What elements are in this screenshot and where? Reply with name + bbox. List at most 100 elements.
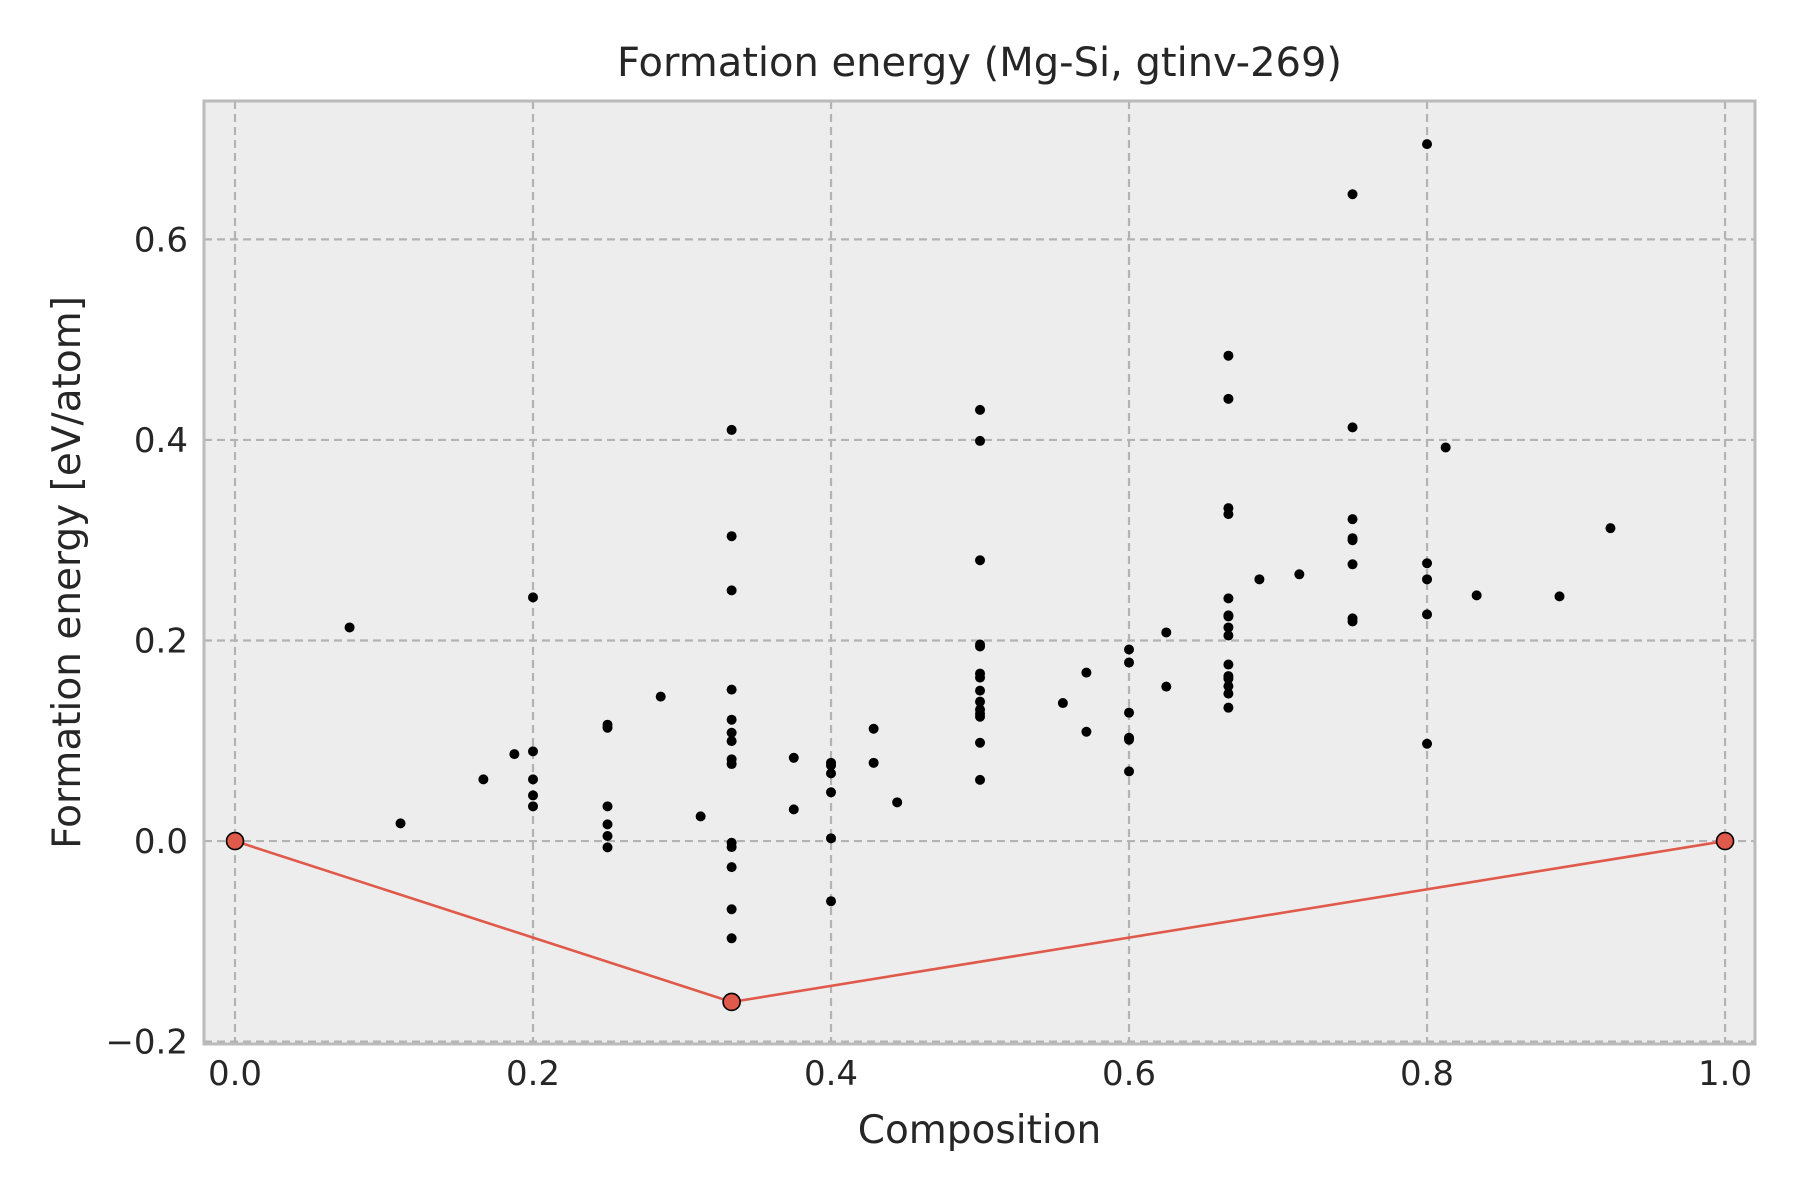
data-point <box>602 722 613 733</box>
data-point <box>602 842 613 853</box>
data-point <box>1347 422 1358 433</box>
axes-frame <box>202 99 1757 1046</box>
data-point <box>528 774 539 785</box>
hull-segment <box>234 839 733 1004</box>
data-point <box>1081 667 1092 678</box>
data-point <box>1124 644 1135 655</box>
data-point <box>726 904 737 915</box>
data-point <box>1161 681 1172 692</box>
data-point <box>1223 673 1234 684</box>
data-point <box>975 555 986 566</box>
data-point <box>395 818 406 829</box>
data-point <box>655 691 666 702</box>
data-point <box>528 746 539 757</box>
data-point <box>478 774 489 785</box>
data-point <box>1223 350 1234 361</box>
data-point <box>1081 726 1092 737</box>
data-point <box>1223 393 1234 404</box>
data-point <box>975 435 986 446</box>
data-point <box>602 831 613 842</box>
data-point <box>1124 707 1135 718</box>
y-tick-label: −0.2 <box>105 1023 188 1063</box>
data-point <box>726 842 737 853</box>
data-point <box>975 641 986 652</box>
data-point <box>726 585 737 596</box>
data-point <box>528 592 539 603</box>
x-tick-labels: 0.0 0.2 0.4 0.6 0.8 1.0 <box>208 1054 1752 1094</box>
data-point <box>602 819 613 830</box>
data-point <box>726 933 737 944</box>
data-point <box>826 896 837 907</box>
data-point <box>726 684 737 695</box>
x-tick-label: 0.0 <box>208 1054 262 1094</box>
hull-segment <box>731 839 1726 1004</box>
data-point <box>1422 738 1433 749</box>
data-point <box>1223 702 1234 713</box>
data-point <box>1422 609 1433 620</box>
axes-background <box>204 101 1755 1044</box>
data-point <box>1223 688 1234 699</box>
data-point <box>1161 627 1172 638</box>
data-point <box>1223 622 1234 633</box>
data-point <box>826 760 837 771</box>
hull-point <box>225 831 245 851</box>
data-point <box>868 757 879 768</box>
data-point <box>1347 616 1358 627</box>
data-point <box>1223 611 1234 622</box>
data-point <box>695 811 706 822</box>
data-point <box>1440 442 1451 453</box>
data-point <box>1422 139 1433 150</box>
data-point <box>1347 559 1358 570</box>
data-point <box>528 801 539 812</box>
chart-title: Formation energy (Mg-Si, gtinv-269) <box>617 40 1342 86</box>
y-tick-labels: −0.2 0.0 0.2 0.4 0.6 <box>105 220 188 1062</box>
data-point <box>1605 523 1616 534</box>
data-point <box>826 833 837 844</box>
data-point <box>509 749 520 760</box>
data-point <box>826 787 837 798</box>
x-tick-label: 0.4 <box>804 1054 858 1094</box>
data-point <box>892 797 903 808</box>
data-point <box>1347 189 1358 200</box>
data-point <box>726 727 737 738</box>
y-tick-label: 0.2 <box>134 621 188 661</box>
data-point <box>826 768 837 779</box>
data-point <box>788 804 799 815</box>
x-tick-label: 1.0 <box>1698 1054 1752 1094</box>
x-tick-label: 0.8 <box>1400 1054 1454 1094</box>
data-point <box>1124 766 1135 777</box>
data-point <box>975 737 986 748</box>
x-tick-label: 0.2 <box>506 1054 560 1094</box>
data-point <box>1223 509 1234 520</box>
data-point <box>975 774 986 785</box>
data-point <box>1223 681 1234 692</box>
data-point <box>1422 574 1433 585</box>
structures-series <box>344 139 1616 944</box>
data-point <box>1223 630 1234 641</box>
data-point <box>1254 574 1265 585</box>
y-tick-label: 0.4 <box>134 421 188 461</box>
x-tick-label: 0.6 <box>1102 1054 1156 1094</box>
data-point <box>788 752 799 763</box>
data-point <box>1124 734 1135 745</box>
data-point <box>726 736 737 747</box>
data-point <box>726 424 737 435</box>
data-point <box>602 801 613 812</box>
data-point <box>1223 593 1234 604</box>
y-tick-label: 0.6 <box>134 220 188 260</box>
convex-hull-series <box>234 839 1726 1004</box>
hull-point <box>1715 831 1735 851</box>
data-point <box>1294 569 1305 580</box>
data-point <box>975 711 986 722</box>
data-point <box>975 672 986 683</box>
data-point <box>975 404 986 415</box>
data-point <box>975 696 986 707</box>
data-point <box>726 862 737 873</box>
data-point <box>528 790 539 801</box>
y-axis-label: Formation energy [eV/atom] <box>45 296 90 849</box>
y-tick-label: 0.0 <box>134 822 188 862</box>
data-point <box>868 723 879 734</box>
data-point <box>1223 659 1234 670</box>
data-point <box>344 622 355 633</box>
